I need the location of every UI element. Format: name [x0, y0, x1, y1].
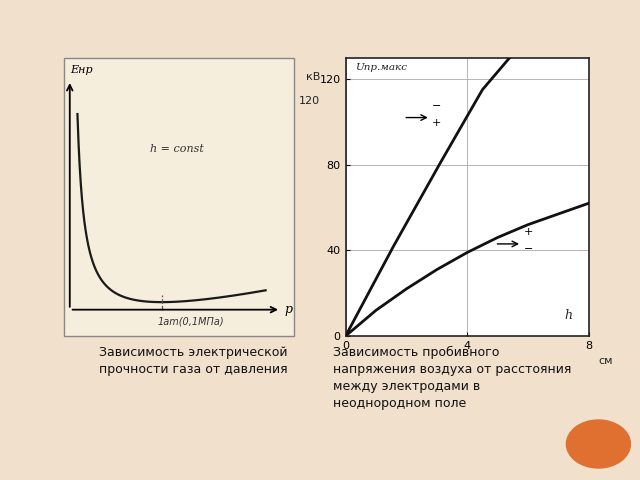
Text: +: + — [432, 118, 442, 128]
Text: Зависимость электрической
прочности газа от давления: Зависимость электрической прочности газа… — [99, 346, 288, 375]
Text: кВ: кВ — [306, 72, 320, 82]
Text: h = const: h = const — [150, 144, 204, 154]
Text: см: см — [598, 356, 612, 366]
Text: Зависимость пробивного
напряжения воздуха от расстояния
между электродами в
неод: Зависимость пробивного напряжения воздух… — [333, 346, 571, 409]
Text: 120: 120 — [299, 96, 320, 106]
Text: Uпр.макс: Uпр.макс — [355, 63, 407, 72]
Text: 1am(0,1МПа): 1am(0,1МПа) — [157, 317, 224, 327]
Text: +: + — [524, 228, 533, 237]
Text: Eнр: Eнр — [70, 65, 92, 75]
Text: −: − — [432, 101, 442, 111]
Text: p: p — [285, 303, 293, 316]
Text: −: − — [524, 244, 533, 254]
Text: h: h — [564, 309, 573, 322]
